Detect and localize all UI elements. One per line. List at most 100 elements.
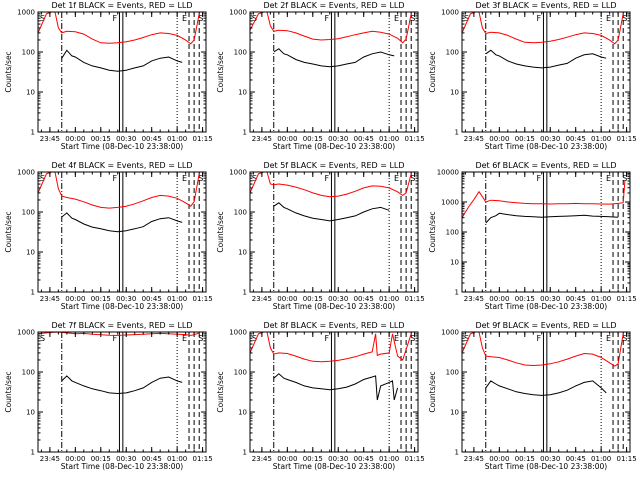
x-tick-label: 01:00 bbox=[591, 455, 611, 463]
y-axis-label: Counts/sec bbox=[216, 51, 225, 92]
x-tick-label: 01:00 bbox=[591, 295, 611, 303]
x-tick-label: 01:00 bbox=[167, 135, 187, 143]
y-tick-label: 1 bbox=[455, 129, 459, 137]
y-axis-label: Counts/sec bbox=[216, 371, 225, 412]
series-line-lld bbox=[462, 180, 626, 218]
time-marker-label: E bbox=[606, 14, 611, 23]
y-tick-label: 1 bbox=[243, 449, 247, 457]
y-tick-label: 1000 bbox=[17, 329, 35, 337]
plot-frame bbox=[249, 331, 419, 453]
x-axis-label: Start Time (08-Dec-10 23:38:00) bbox=[61, 142, 183, 151]
x-axis-label: Start Time (08-Dec-10 23:38:00) bbox=[485, 302, 607, 311]
time-marker-label: S bbox=[622, 14, 627, 23]
time-marker-label: E bbox=[394, 334, 399, 343]
time-marker-label: S bbox=[198, 334, 203, 343]
time-marker-label: S bbox=[40, 334, 45, 343]
x-tick-label: 00:15 bbox=[91, 135, 111, 143]
x-tick-label: 00:30 bbox=[540, 135, 560, 143]
x-axis-label: Start Time (08-Dec-10 23:38:00) bbox=[273, 142, 395, 151]
x-tick-label: 00:15 bbox=[515, 295, 535, 303]
x-tick-label: 00:00 bbox=[65, 295, 85, 303]
time-marker-label: F bbox=[536, 14, 541, 23]
x-tick-label: 00:45 bbox=[354, 455, 374, 463]
panel-title: Det 1f BLACK = Events, RED = LLD bbox=[51, 1, 192, 10]
x-tick-label: 23:45 bbox=[464, 295, 484, 303]
series-line-lld bbox=[462, 332, 624, 367]
y-tick-label: 1000 bbox=[229, 169, 247, 177]
y-tick-label: 10 bbox=[26, 409, 35, 417]
x-tick-label: 00:30 bbox=[328, 455, 348, 463]
x-tick-label: 00:45 bbox=[566, 295, 586, 303]
y-axis-label: Counts/sec bbox=[428, 371, 437, 412]
y-tick-label: 100 bbox=[446, 369, 459, 377]
series-line-events bbox=[273, 373, 399, 401]
x-tick-label: 00:15 bbox=[303, 135, 323, 143]
x-tick-label: 01:00 bbox=[379, 135, 399, 143]
time-marker-label: S bbox=[622, 334, 627, 343]
x-tick-label: 23:45 bbox=[464, 135, 484, 143]
time-marker-label: F bbox=[112, 334, 117, 343]
x-tick-label: 23:45 bbox=[40, 295, 60, 303]
x-tick-label: 00:30 bbox=[540, 295, 560, 303]
chart-panel-9: Det 9f BLACK = Events, RED = LLD S F E S 1 10 1… bbox=[428, 321, 637, 471]
x-tick-label: 00:30 bbox=[328, 295, 348, 303]
series-line-events bbox=[61, 49, 183, 72]
x-tick-label: 00:00 bbox=[489, 455, 509, 463]
x-tick-label: 23:45 bbox=[40, 455, 60, 463]
x-axis-label: Start Time (08-Dec-10 23:38:00) bbox=[273, 462, 395, 471]
time-marker-label: F bbox=[536, 334, 541, 343]
x-tick-label: 00:45 bbox=[142, 135, 162, 143]
chart-panel-4: Det 4f BLACK = Events, RED = LLD S F E S 1 10 1… bbox=[4, 161, 213, 311]
x-tick-label: 00:15 bbox=[515, 135, 535, 143]
x-tick-label: 01:15 bbox=[405, 295, 425, 303]
y-tick-label: 100 bbox=[22, 369, 35, 377]
y-tick-label: 10 bbox=[450, 409, 459, 417]
series-line-events bbox=[485, 212, 619, 224]
x-tick-label: 01:15 bbox=[405, 135, 425, 143]
x-tick-label: 00:30 bbox=[116, 455, 136, 463]
time-marker-label: E bbox=[606, 174, 611, 183]
plot-frame bbox=[37, 11, 207, 133]
x-tick-label: 23:45 bbox=[252, 295, 272, 303]
x-tick-label: 00:45 bbox=[354, 295, 374, 303]
time-marker-label: S bbox=[252, 14, 257, 23]
y-tick-label: 1000 bbox=[229, 9, 247, 17]
x-tick-label: 00:00 bbox=[65, 455, 85, 463]
time-marker-label: S bbox=[40, 14, 45, 23]
x-tick-label: 00:45 bbox=[142, 295, 162, 303]
y-axis-label: Counts/sec bbox=[4, 211, 13, 252]
series-line-lld bbox=[462, 12, 624, 45]
y-tick-label: 1000 bbox=[441, 329, 459, 337]
y-tick-label: 10 bbox=[26, 249, 35, 257]
x-tick-label: 00:45 bbox=[566, 455, 586, 463]
time-marker-label: F bbox=[324, 334, 329, 343]
chart-panel-6: Det 6f BLACK = Events, RED = LLD F E S 1 10 10… bbox=[428, 161, 637, 311]
y-tick-label: 100 bbox=[22, 49, 35, 57]
x-tick-label: 00:30 bbox=[116, 295, 136, 303]
time-marker-label: F bbox=[112, 174, 117, 183]
y-tick-label: 10 bbox=[26, 89, 35, 97]
time-marker-label: S bbox=[252, 334, 257, 343]
time-marker-label: F bbox=[324, 174, 329, 183]
x-tick-label: 00:00 bbox=[277, 295, 297, 303]
time-marker-label: E bbox=[606, 334, 611, 343]
x-tick-label: 01:15 bbox=[405, 455, 425, 463]
y-tick-label: 1000 bbox=[441, 9, 459, 17]
time-marker-label: F bbox=[112, 14, 117, 23]
time-marker-label: S bbox=[410, 334, 415, 343]
y-tick-label: 1000 bbox=[441, 199, 459, 207]
panel-title: Det 6f BLACK = Events, RED = LLD bbox=[475, 161, 616, 170]
series-line-lld bbox=[250, 12, 412, 44]
series-line-events bbox=[273, 202, 390, 222]
x-axis-label: Start Time (08-Dec-10 23:38:00) bbox=[273, 302, 395, 311]
time-marker-label: S bbox=[410, 14, 415, 23]
x-tick-label: 01:15 bbox=[193, 455, 213, 463]
y-tick-label: 10 bbox=[238, 409, 247, 417]
time-marker-label: E bbox=[182, 334, 187, 343]
x-axis-label: Start Time (08-Dec-10 23:38:00) bbox=[61, 302, 183, 311]
chart-panel-2: Det 2f BLACK = Events, RED = LLD S F E S 1 10 1… bbox=[216, 1, 425, 151]
series-line-lld bbox=[38, 172, 200, 209]
series-line-events bbox=[61, 375, 183, 395]
y-tick-label: 100 bbox=[234, 369, 247, 377]
